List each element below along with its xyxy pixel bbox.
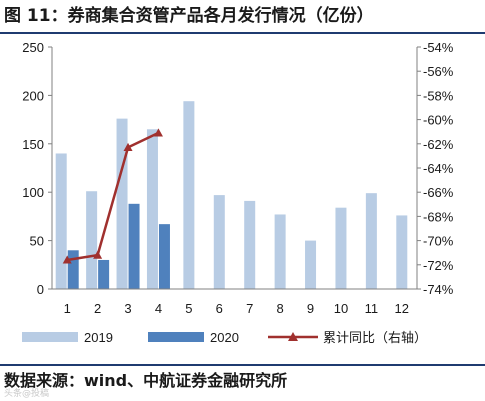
x-tick-label: 3 bbox=[124, 301, 131, 316]
x-tick-label: 7 bbox=[246, 301, 253, 316]
bar-2019-1 bbox=[55, 153, 67, 289]
plot-area: 0 50 100 150 200 250 -54% -56% -58% -60% -62% -64% -… bbox=[22, 40, 453, 316]
chart: 0 50 100 150 200 250 -54% -56% -58% -60% -62% -64% -… bbox=[22, 40, 454, 345]
x-tick-label: 8 bbox=[277, 301, 284, 316]
line-point-1 bbox=[62, 255, 72, 264]
y-left-tick-label: 0 bbox=[37, 282, 44, 297]
y-right-tick-label: -62% bbox=[423, 137, 454, 152]
y-right-tick-label: -56% bbox=[423, 64, 454, 79]
source-divider bbox=[0, 364, 485, 366]
legend-swatch-2020 bbox=[148, 332, 204, 342]
y-left-tick-label: 150 bbox=[22, 137, 44, 152]
y-right-tick-label: -74% bbox=[423, 282, 454, 297]
y-left-tick-label: 100 bbox=[22, 185, 44, 200]
y-right-tick-label: -68% bbox=[423, 209, 454, 224]
bar-2019-10 bbox=[335, 207, 347, 289]
x-tick-label: 11 bbox=[365, 301, 379, 316]
bar-2019-3 bbox=[116, 118, 128, 289]
bar-2019-12 bbox=[396, 215, 408, 289]
y-left-tick-label: 250 bbox=[22, 40, 44, 55]
y-right-tick-label: -58% bbox=[423, 88, 454, 103]
legend: 2019 2020 累计同比（右轴） bbox=[22, 330, 427, 345]
y-right-tick-label: -70% bbox=[423, 234, 454, 249]
bar-2019-8 bbox=[274, 214, 286, 289]
legend-label-2020: 2020 bbox=[210, 330, 239, 345]
title-divider bbox=[0, 32, 485, 34]
figure-title: 图 11：券商集合资管产品各月发行情况（亿份） bbox=[4, 6, 374, 26]
line-cumulative-yoy bbox=[67, 131, 159, 262]
y-right-tick-label: -54% bbox=[423, 40, 454, 55]
bar-2019-11 bbox=[365, 193, 377, 289]
x-tick-label: 6 bbox=[216, 301, 223, 316]
bar-2019-7 bbox=[244, 200, 256, 289]
y-right-tick-label: -60% bbox=[423, 113, 454, 128]
bar-2019-5 bbox=[183, 101, 195, 289]
y-right-tick-label: -66% bbox=[423, 185, 454, 200]
bar-2019-6 bbox=[213, 195, 225, 289]
line-point-2 bbox=[93, 250, 103, 259]
bar-2020-2 bbox=[98, 259, 110, 289]
watermark: 头条@投稿 bbox=[4, 389, 50, 399]
line-point-4 bbox=[153, 128, 163, 137]
bar-2020-4 bbox=[158, 224, 170, 289]
x-tick-label: 2 bbox=[94, 301, 101, 316]
x-tick-label: 1 bbox=[64, 301, 71, 316]
legend-swatch-marker bbox=[288, 332, 298, 341]
y-right-tick-label: -64% bbox=[423, 161, 454, 176]
bar-2019-2 bbox=[86, 191, 98, 289]
x-tick-label: 4 bbox=[155, 301, 162, 316]
x-tick-label: 10 bbox=[334, 301, 348, 316]
source-note: 数据来源：wind、中航证券金融研究所 bbox=[4, 371, 288, 390]
legend-label-2019: 2019 bbox=[84, 330, 113, 345]
x-tick-label: 5 bbox=[185, 301, 192, 316]
y-left-tick-label: 200 bbox=[22, 88, 44, 103]
line-point-3 bbox=[123, 142, 133, 152]
x-tick-label: 12 bbox=[395, 301, 409, 316]
bar-2019-4 bbox=[146, 129, 158, 289]
legend-swatch-2019 bbox=[22, 332, 78, 342]
bar-2020-1 bbox=[67, 250, 79, 289]
bar-2019-9 bbox=[305, 240, 317, 289]
bar-2020-3 bbox=[128, 203, 140, 289]
y-right-tick-label: -72% bbox=[423, 258, 454, 273]
legend-label-line: 累计同比（右轴） bbox=[323, 330, 427, 345]
y-left-tick-label: 50 bbox=[30, 234, 44, 249]
x-tick-label: 9 bbox=[307, 301, 314, 316]
